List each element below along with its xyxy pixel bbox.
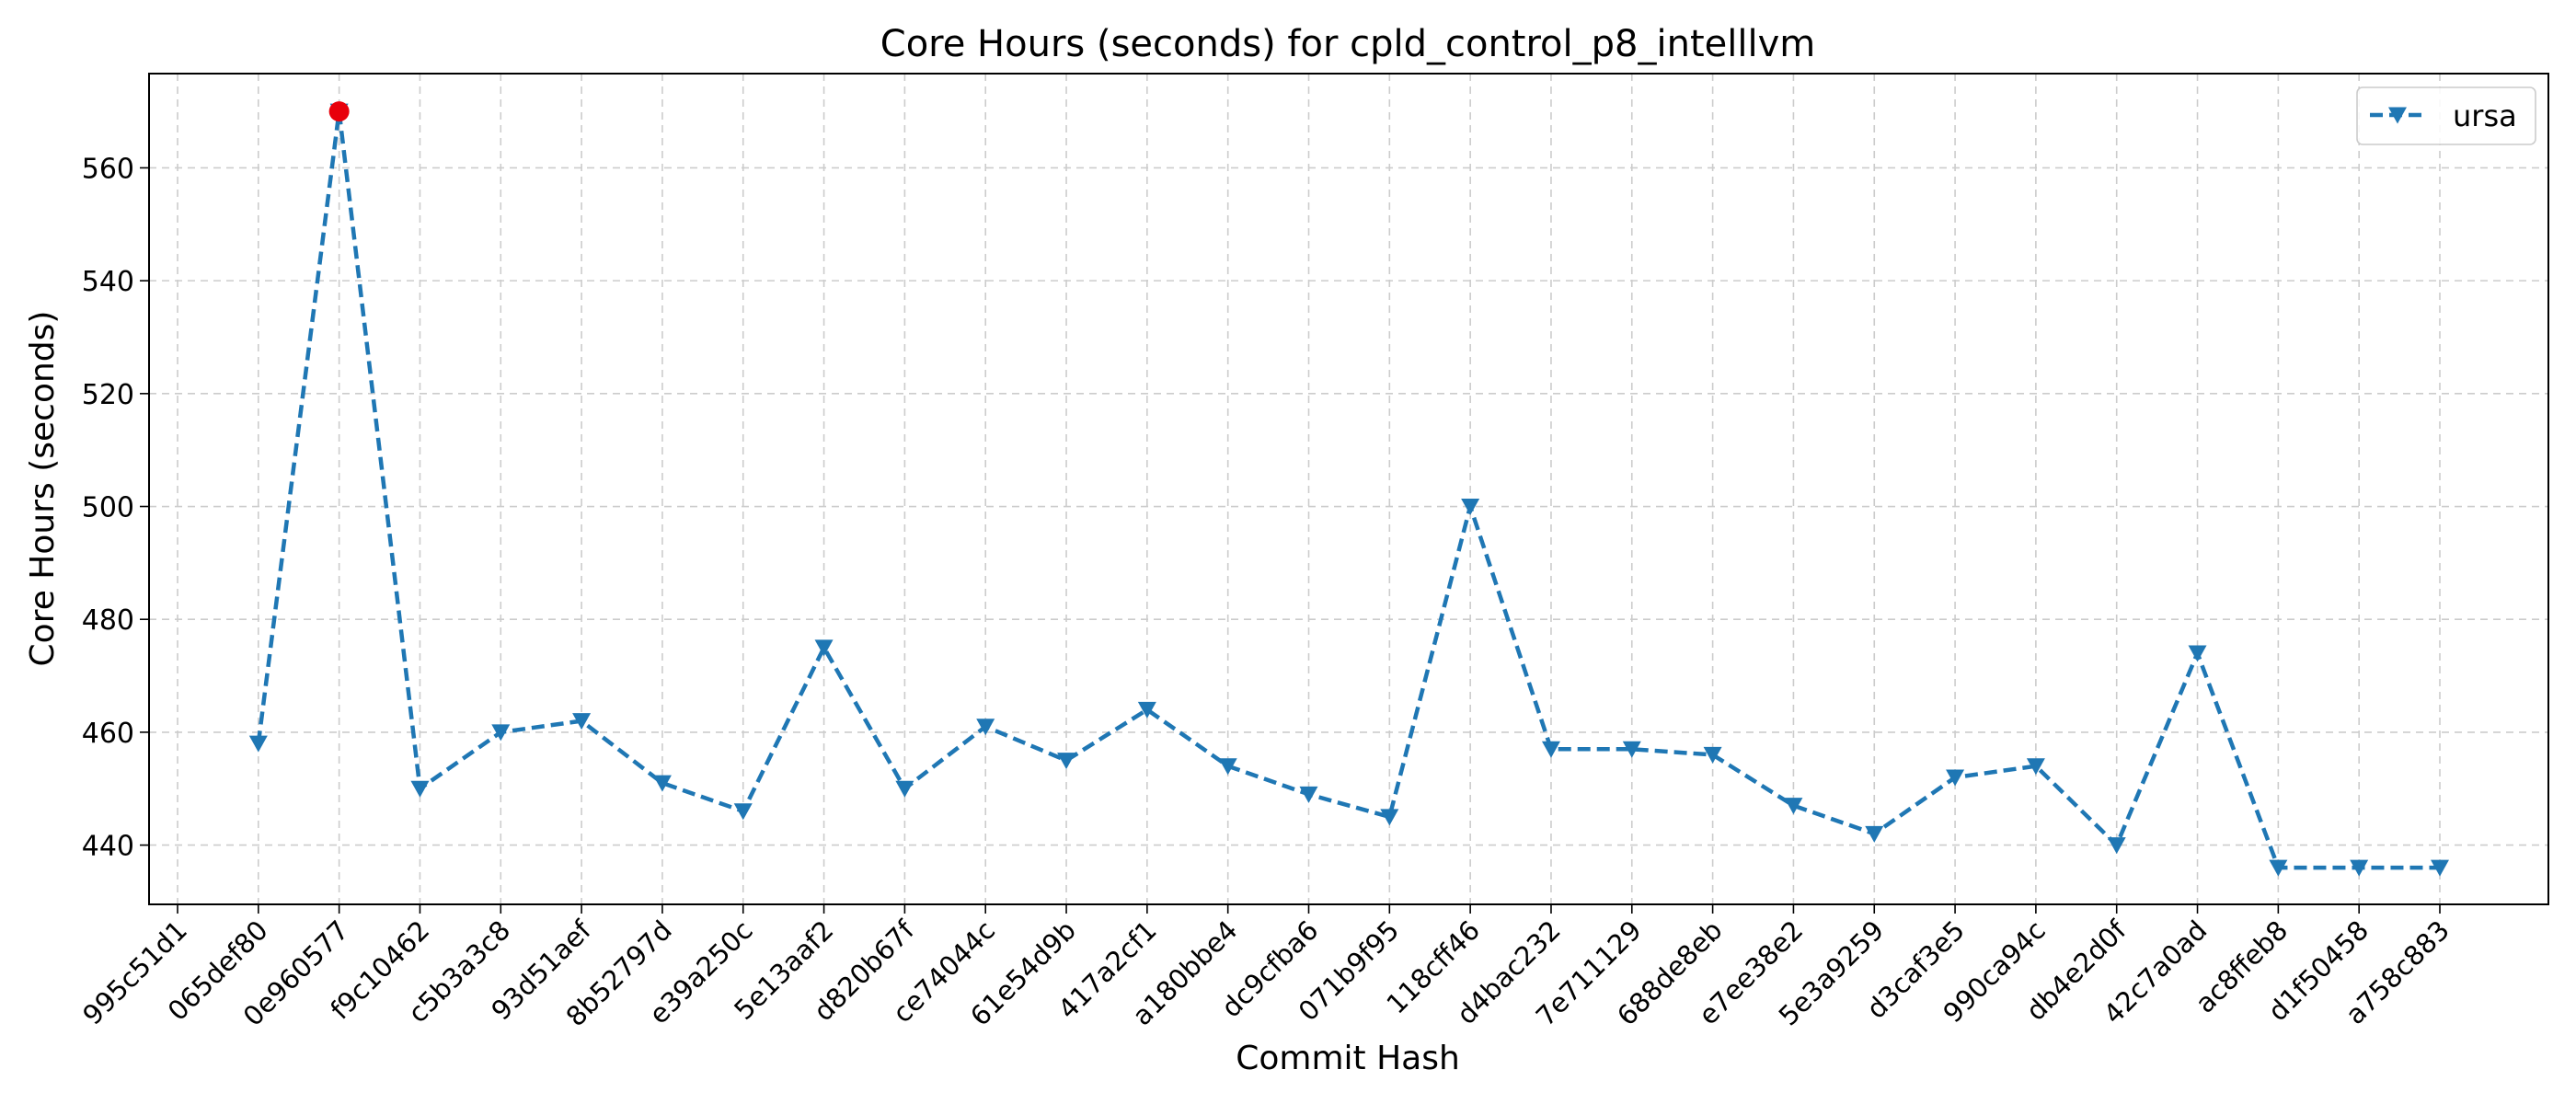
data-point-marker	[895, 780, 914, 798]
data-point-marker	[491, 724, 511, 742]
data-point-marker	[1541, 741, 1560, 758]
grid	[149, 74, 2548, 904]
data-point-marker	[572, 713, 592, 730]
legend-marker-icon	[2388, 107, 2407, 124]
plot-frame	[148, 73, 2549, 905]
y-tick-label: 480	[82, 604, 134, 637]
data-point-marker	[1946, 769, 1965, 787]
series-group	[248, 101, 2449, 877]
data-point-marker	[1865, 825, 1884, 843]
data-point-marker	[1299, 786, 1318, 803]
data-point-marker	[1137, 701, 1156, 719]
data-point-marker	[248, 735, 268, 753]
data-point-marker	[410, 780, 430, 798]
data-point-marker	[2188, 645, 2207, 662]
data-point-marker	[814, 639, 834, 657]
x-ticks: 995c51d1065def800e960577f9c10462c5b3a3c8…	[76, 904, 2455, 1032]
data-point-marker	[1380, 809, 1399, 826]
y-tick-label: 540	[82, 266, 134, 298]
y-ticks: 440 460 480 500 520 540 560	[82, 153, 149, 863]
data-point-marker	[1461, 499, 1480, 516]
y-tick-label: 560	[82, 153, 134, 185]
data-point-marker	[1703, 746, 1722, 764]
y-tick-label: 460	[82, 718, 134, 750]
data-point-marker	[1784, 798, 1803, 815]
data-point-marker	[2269, 859, 2288, 877]
series-line-ursa	[256, 110, 2440, 870]
chart-title: Core Hours (seconds) for cpld_control_p8…	[880, 23, 1815, 65]
data-point-marker	[1622, 741, 1641, 758]
y-tick-label: 520	[82, 379, 134, 411]
legend-label: ursa	[2453, 98, 2517, 133]
data-point-marker	[2350, 859, 2369, 877]
y-tick-label: 500	[82, 492, 134, 524]
data-point-marker	[1218, 758, 1237, 776]
x-axis-label: Commit Hash	[1236, 1040, 1460, 1077]
data-point-marker	[1057, 753, 1076, 770]
y-axis-label: Core Hours (seconds)	[24, 311, 62, 667]
legend-box	[2356, 86, 2536, 145]
data-point-marker	[2431, 859, 2449, 877]
legend: ursa	[2356, 86, 2536, 145]
data-point-marker	[2107, 837, 2126, 855]
y-tick-label: 440	[82, 831, 134, 863]
data-point-marker	[976, 719, 995, 736]
highlight-point-marker	[328, 101, 350, 122]
data-point-marker	[2026, 758, 2045, 776]
data-point-marker	[652, 775, 672, 792]
data-point-marker	[733, 803, 753, 821]
